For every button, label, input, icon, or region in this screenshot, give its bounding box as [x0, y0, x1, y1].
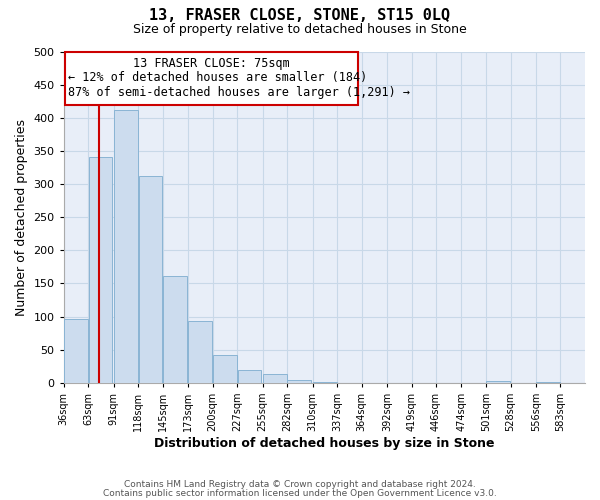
Text: Contains HM Land Registry data © Crown copyright and database right 2024.: Contains HM Land Registry data © Crown c… — [124, 480, 476, 489]
Bar — [536, 382, 560, 383]
Text: Contains public sector information licensed under the Open Government Licence v3: Contains public sector information licen… — [103, 488, 497, 498]
Text: 13, FRASER CLOSE, STONE, ST15 0LQ: 13, FRASER CLOSE, STONE, ST15 0LQ — [149, 8, 451, 22]
Bar — [487, 381, 510, 383]
Bar — [64, 318, 88, 383]
Bar — [263, 374, 287, 383]
FancyBboxPatch shape — [65, 52, 358, 104]
Bar — [238, 370, 262, 383]
Text: Size of property relative to detached houses in Stone: Size of property relative to detached ho… — [133, 22, 467, 36]
Text: 13 FRASER CLOSE: 75sqm: 13 FRASER CLOSE: 75sqm — [133, 57, 290, 70]
Bar — [213, 355, 237, 383]
Bar — [139, 176, 163, 383]
Bar — [89, 157, 112, 383]
Bar — [313, 382, 337, 383]
Bar — [188, 322, 212, 383]
Text: 87% of semi-detached houses are larger (1,291) →: 87% of semi-detached houses are larger (… — [68, 86, 410, 99]
Bar — [287, 380, 311, 383]
Bar — [163, 276, 187, 383]
Y-axis label: Number of detached properties: Number of detached properties — [15, 118, 28, 316]
X-axis label: Distribution of detached houses by size in Stone: Distribution of detached houses by size … — [154, 437, 494, 450]
Text: ← 12% of detached houses are smaller (184): ← 12% of detached houses are smaller (18… — [68, 72, 367, 85]
Bar — [114, 110, 138, 383]
